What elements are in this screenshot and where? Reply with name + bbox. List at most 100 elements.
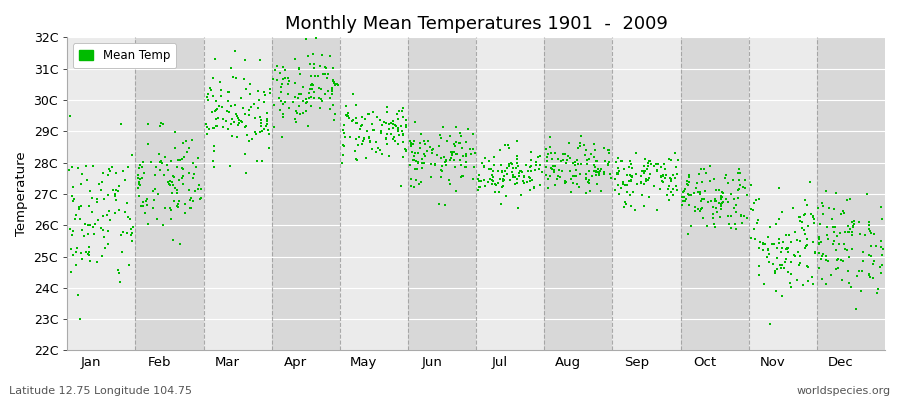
- Point: [712, 186, 726, 193]
- Point: [323, 106, 338, 112]
- Point: [756, 240, 770, 246]
- Point: [478, 155, 492, 161]
- Point: [404, 142, 419, 149]
- Point: [842, 229, 856, 236]
- Point: [708, 198, 723, 205]
- Point: [373, 117, 387, 123]
- Point: [511, 205, 526, 211]
- Point: [500, 142, 515, 149]
- Point: [512, 170, 526, 176]
- Point: [617, 199, 632, 206]
- Point: [248, 101, 262, 107]
- Point: [555, 151, 570, 157]
- Point: [388, 138, 402, 144]
- Point: [288, 80, 302, 86]
- Point: [555, 167, 570, 174]
- Point: [89, 196, 104, 202]
- Point: [708, 205, 723, 211]
- Point: [268, 67, 283, 73]
- Point: [325, 87, 339, 93]
- Point: [369, 113, 383, 120]
- Point: [157, 222, 171, 228]
- Point: [543, 173, 557, 179]
- Point: [670, 187, 685, 193]
- Point: [293, 111, 308, 117]
- Point: [118, 209, 132, 216]
- Point: [491, 168, 505, 174]
- Point: [435, 167, 449, 173]
- Point: [518, 173, 532, 179]
- Point: [179, 138, 194, 144]
- Point: [86, 230, 101, 237]
- Point: [497, 172, 511, 179]
- Point: [752, 196, 767, 202]
- Point: [867, 230, 881, 237]
- Point: [339, 112, 354, 119]
- Point: [791, 214, 806, 220]
- Point: [662, 183, 676, 190]
- Point: [418, 160, 432, 166]
- Point: [260, 118, 274, 124]
- Point: [697, 196, 711, 202]
- Point: [68, 216, 82, 222]
- Point: [416, 160, 430, 167]
- Point: [326, 77, 340, 83]
- Point: [643, 194, 657, 200]
- Point: [410, 166, 424, 172]
- Point: [760, 234, 775, 240]
- Point: [148, 172, 163, 178]
- Point: [111, 188, 125, 194]
- Point: [292, 66, 306, 72]
- Point: [597, 171, 611, 178]
- Point: [439, 157, 454, 164]
- Point: [784, 284, 798, 291]
- Point: [485, 173, 500, 180]
- Point: [186, 160, 201, 167]
- Point: [94, 179, 109, 186]
- Point: [706, 176, 721, 182]
- Point: [875, 216, 889, 222]
- Point: [798, 243, 813, 249]
- Point: [732, 186, 746, 192]
- Point: [738, 185, 752, 192]
- Point: [64, 246, 78, 252]
- Point: [220, 126, 235, 132]
- Point: [305, 86, 320, 92]
- Point: [382, 153, 396, 159]
- Point: [842, 226, 857, 232]
- Point: [521, 174, 535, 180]
- Point: [625, 164, 639, 171]
- Point: [394, 123, 409, 129]
- Point: [608, 186, 623, 193]
- Point: [772, 235, 787, 242]
- Point: [485, 172, 500, 178]
- Point: [734, 170, 748, 176]
- Point: [74, 203, 88, 209]
- Point: [714, 196, 728, 202]
- Point: [734, 212, 748, 219]
- Point: [166, 172, 180, 179]
- Point: [178, 210, 193, 216]
- Point: [275, 64, 290, 70]
- Point: [547, 168, 562, 175]
- Point: [829, 265, 843, 272]
- Point: [491, 189, 506, 196]
- Point: [357, 136, 372, 142]
- Point: [102, 208, 116, 214]
- Point: [327, 80, 341, 87]
- Point: [75, 171, 89, 177]
- Point: [477, 163, 491, 169]
- Point: [320, 75, 334, 82]
- Point: [488, 181, 502, 188]
- Point: [378, 134, 392, 141]
- Point: [762, 321, 777, 327]
- Point: [72, 206, 86, 212]
- Point: [729, 202, 743, 208]
- Point: [580, 156, 595, 163]
- Point: [63, 225, 77, 232]
- Point: [310, 35, 324, 41]
- Point: [202, 126, 216, 133]
- Point: [361, 110, 375, 117]
- Point: [559, 179, 573, 185]
- Point: [176, 173, 190, 179]
